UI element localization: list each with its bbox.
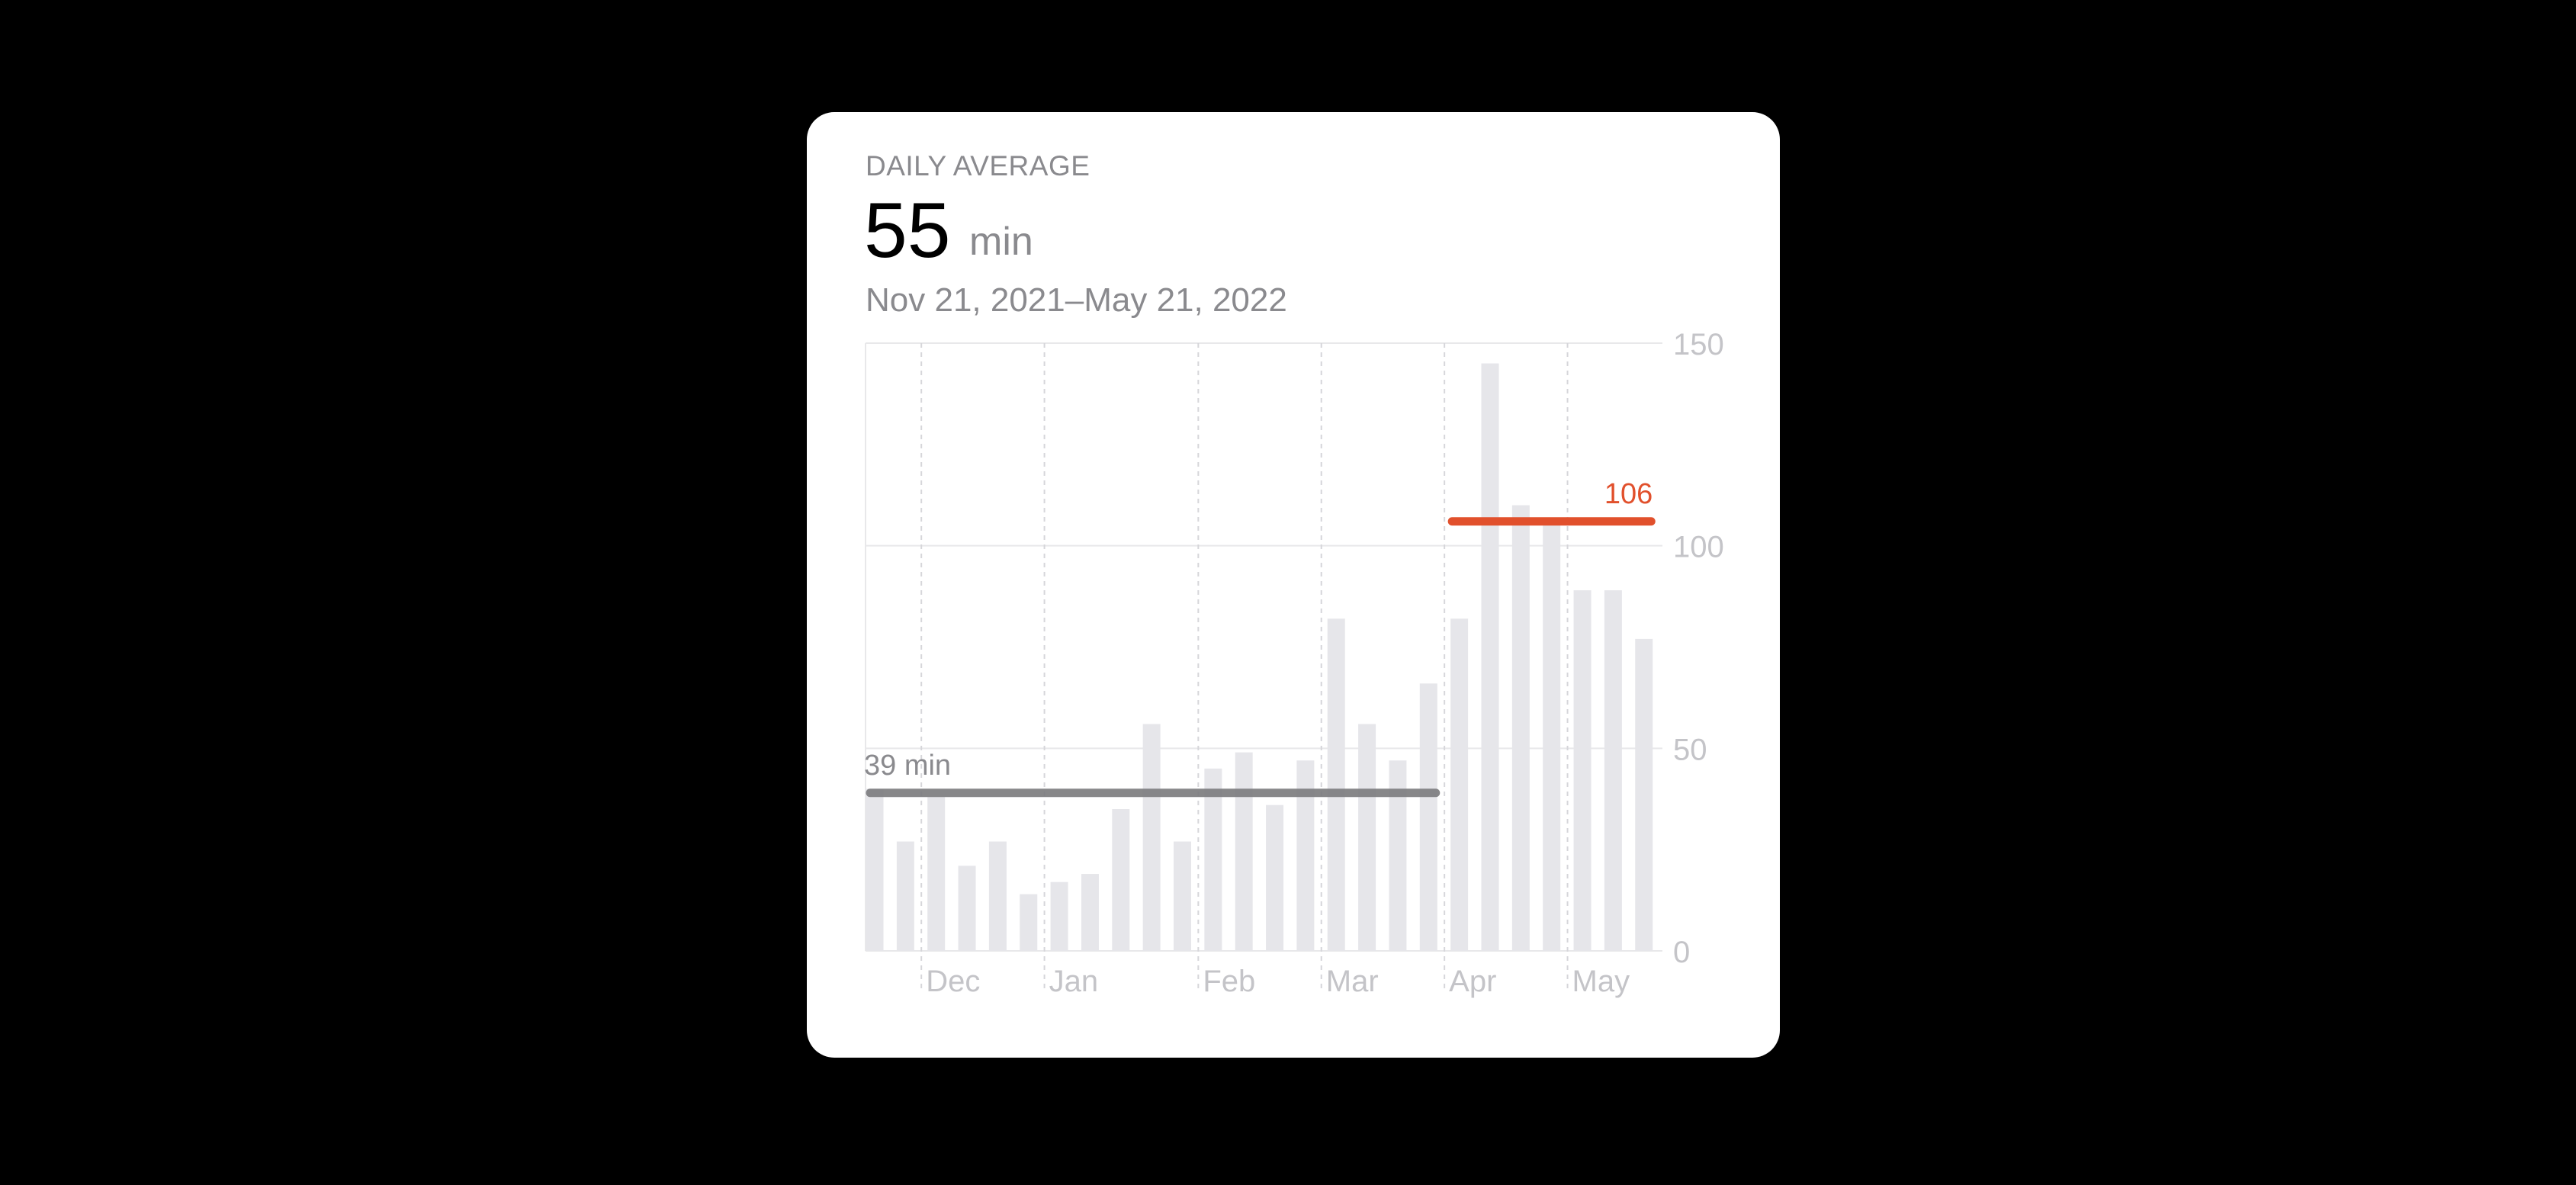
bar-may-15 <box>1635 638 1653 951</box>
bar-nov-28 <box>896 841 914 951</box>
bar-mar-20 <box>1389 760 1407 951</box>
x-month-label-jan: Jan <box>1049 965 1099 998</box>
card-label: DAILY AVERAGE <box>866 150 1090 181</box>
bar-may-8 <box>1604 590 1622 951</box>
bar-jan-16 <box>1112 809 1130 951</box>
y-tick-label-100: 100 <box>1673 531 1724 564</box>
daily-average-unit: min <box>969 220 1033 264</box>
bar-may-1 <box>1573 590 1592 951</box>
bar-dec-19 <box>988 841 1007 951</box>
bar-jan-9 <box>1081 874 1099 951</box>
bar-feb-27 <box>1296 760 1315 951</box>
y-tick-label-150: 150 <box>1673 328 1724 361</box>
bar-feb-20 <box>1266 804 1284 951</box>
bar-apr-24 <box>1543 521 1561 951</box>
x-month-label-may: May <box>1572 965 1630 998</box>
x-month-label-mar: Mar <box>1326 965 1379 998</box>
bar-dec-26 <box>1020 894 1038 951</box>
y-tick-label-0: 0 <box>1673 936 1690 969</box>
bar-chart: 0 50 100 150 Dec Jan Feb Mar Apr May 39 min 106 <box>864 328 1724 998</box>
bar-dec-12 <box>958 865 976 951</box>
x-month-label-dec: Dec <box>926 965 980 998</box>
bar-jan-30 <box>1174 841 1191 951</box>
bar-mar-13 <box>1358 724 1376 951</box>
bar-jan-2 <box>1050 882 1068 951</box>
bar-apr-17 <box>1511 505 1530 951</box>
bar-apr-3 <box>1450 618 1469 951</box>
bar-feb-13 <box>1235 752 1253 951</box>
date-range: Nov 21, 2021–May 21, 2022 <box>866 281 1287 319</box>
average-line-label: 39 min <box>864 750 951 782</box>
x-month-label-apr: Apr <box>1449 965 1496 998</box>
x-month-label-feb: Feb <box>1203 965 1255 998</box>
bar-feb-6 <box>1204 768 1222 951</box>
bar-mar-27 <box>1419 683 1437 951</box>
y-tick-label-50: 50 <box>1673 733 1707 766</box>
bar-jan-23 <box>1142 724 1161 951</box>
daily-average-card[interactable]: DAILY AVERAGE 55 min Nov 21, 2021–May 21… <box>807 112 1780 1058</box>
bar-mar-6 <box>1327 618 1345 951</box>
bar-nov-21 <box>866 788 884 951</box>
highlight-average-label: 106 <box>1604 478 1653 510</box>
daily-average-value: 55 <box>864 187 951 274</box>
bar-dec-5 <box>927 797 946 951</box>
bar-apr-10 <box>1481 363 1499 952</box>
